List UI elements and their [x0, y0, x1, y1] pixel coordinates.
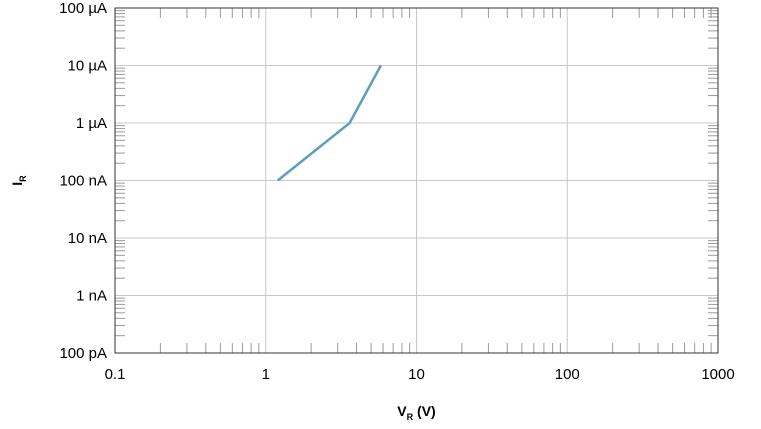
x-axis-title: VR (V) — [397, 403, 435, 422]
x-tick-label: 100 — [555, 366, 580, 383]
y-tick-label: 100 pA — [59, 345, 107, 362]
x-tick-label: 0.1 — [105, 366, 126, 383]
y-axis-label-subscript: R — [18, 175, 28, 182]
x-axis-label: V — [397, 403, 407, 419]
y-tick-label: 10 nA — [68, 230, 107, 247]
x-tick-label: 1000 — [701, 366, 734, 383]
grid — [115, 8, 718, 353]
minor-ticks — [115, 8, 718, 353]
y-axis-title: IR — [9, 175, 28, 186]
plot-frame — [114, 7, 719, 354]
x-axis-label-unit: (V) — [413, 403, 436, 419]
y-tick-label: 100 nA — [59, 173, 107, 190]
x-tick-label: 10 — [408, 366, 425, 383]
y-tick-labels: 100 µA 10 µA 1 µA 100 nA 10 nA 1 nA 100 pA — [59, 0, 107, 362]
y-axis-label: I — [9, 182, 25, 186]
x-axis-label-subscript: R — [407, 412, 414, 422]
y-tick-label: 1 µA — [76, 115, 107, 132]
y-tick-label: 100 µA — [59, 0, 107, 17]
y-tick-label: 1 nA — [76, 288, 107, 305]
y-tick-label: 10 µA — [68, 58, 108, 75]
x-tick-label: 1 — [262, 366, 270, 383]
series-layer — [276, 64, 382, 182]
x-tick-labels: 0.1 1 10 100 1000 — [105, 366, 735, 383]
